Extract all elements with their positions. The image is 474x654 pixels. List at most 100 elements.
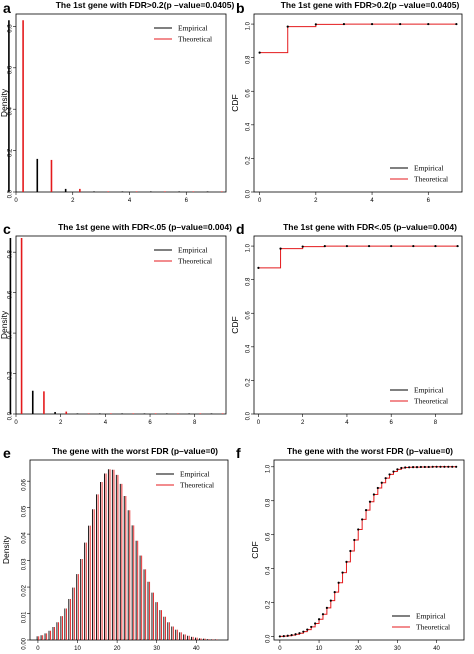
y-tick-label: 0.4	[8, 107, 14, 116]
y-tick-label: 0.06	[22, 479, 28, 491]
cdf-empirical-point	[423, 465, 426, 469]
y-tick-label: 0.6	[246, 89, 252, 98]
y-axis-label: CDF	[250, 541, 260, 558]
y-axis-label: Density	[1, 535, 11, 564]
cdf-empirical-point	[455, 22, 458, 26]
cdf-empirical-point	[317, 618, 321, 621]
y-tick-label: 0.0	[8, 411, 14, 420]
cdf-empirical-point	[439, 465, 442, 468]
y-tick-label: 0.2	[266, 600, 272, 609]
y-tick-label: 0.0	[246, 411, 252, 420]
cdf-theoretical-line	[258, 245, 458, 269]
cdf-empirical-point	[333, 591, 336, 594]
y-tick-label: 0.6	[266, 532, 272, 541]
x-tick-label: 10	[316, 646, 323, 652]
cdf-empirical-point	[427, 465, 430, 469]
cdf-empirical-point	[257, 266, 260, 270]
plot-frame	[253, 235, 463, 415]
y-tick-label: 1.0	[246, 243, 252, 252]
cdf-empirical-point	[325, 606, 328, 610]
x-tick-label: 0	[258, 198, 262, 204]
cdf-empirical-point	[380, 481, 383, 484]
x-tick-label: 6	[148, 420, 152, 426]
cdf-empirical-point	[427, 22, 430, 26]
cdf-theoretical-line	[259, 23, 457, 54]
cdf-empirical-point	[357, 528, 360, 531]
x-tick-label: 40	[433, 646, 440, 652]
cdf-empirical-point	[376, 486, 379, 490]
plot-frame	[15, 13, 227, 193]
y-tick-label: 0.0	[8, 189, 14, 198]
panel-e: e The gene with the worst FDR (p–value=0)…	[1, 445, 229, 652]
y-tick-label: 0.0	[246, 189, 252, 198]
cdf-empirical-point	[294, 633, 297, 636]
cdf-empirical-point	[435, 465, 438, 468]
cdf-empirical-point	[443, 465, 446, 468]
x-tick-label: 8	[434, 420, 438, 426]
legend-label: Theoretical	[178, 257, 212, 266]
cdf-empirical-point	[392, 470, 395, 473]
y-tick-label: 0.4	[266, 566, 272, 575]
y-axis-label: CDF	[230, 316, 240, 333]
x-tick-label: 8	[193, 420, 197, 426]
chart-title: The gene with the worst FDR (p–value=0)	[287, 446, 453, 456]
cdf-empirical-point	[404, 466, 407, 469]
x-tick-label: 6	[185, 198, 189, 204]
cdf-empirical-point	[353, 538, 356, 542]
cdf-empirical-point	[455, 465, 458, 468]
cdf-empirical-point	[286, 634, 289, 637]
x-tick-label: 2	[59, 420, 63, 426]
y-tick-label: 0.8	[8, 24, 14, 33]
legend-label: Empirical	[180, 470, 210, 479]
legend-label: Empirical	[416, 612, 446, 621]
y-tick-label: 0.8	[266, 498, 272, 507]
panel-f: f The gene with the worst FDR (p–value=0)…	[236, 445, 465, 652]
y-tick-label: 0.00	[22, 637, 28, 649]
cdf-empirical-point	[329, 599, 332, 602]
cdf-empirical-point	[345, 244, 349, 248]
chart-title: The 1st gene with FDR>0.2(p –value=0.040…	[281, 0, 460, 10]
cdf-empirical-point	[337, 581, 340, 584]
cdf-empirical-point	[372, 493, 375, 496]
x-tick-label: 2	[314, 198, 318, 204]
x-tick-label: 30	[153, 646, 160, 652]
y-tick-label: 0.0	[266, 634, 272, 643]
chart-title: The 1st gene with FDR<.05 (p–value=0.004…	[58, 222, 232, 232]
plot-frame	[273, 459, 465, 641]
legend-label: Empirical	[414, 164, 444, 173]
cdf-empirical-point	[370, 22, 374, 26]
y-tick-label: 0.8	[246, 55, 252, 64]
y-axis-label: CDF	[230, 94, 240, 111]
cdf-empirical-point	[367, 244, 371, 248]
panel-d: d The 1st gene with FDR<.05 (p–value=0.00…	[230, 221, 463, 426]
x-tick-label: 6	[390, 420, 394, 426]
y-tick-label: 0.05	[22, 505, 28, 517]
x-tick-label: 0	[36, 646, 40, 652]
cdf-empirical-point	[368, 500, 372, 503]
panel-letter: e	[3, 445, 11, 461]
y-tick-label: 0.2	[246, 378, 252, 387]
legend-label: Theoretical	[414, 175, 448, 184]
x-tick-label: 4	[370, 198, 374, 204]
x-tick-label: 2	[71, 198, 75, 204]
cdf-empirical-point	[388, 473, 391, 476]
legend-label: Empirical	[414, 386, 444, 395]
cdf-empirical-point	[306, 628, 309, 631]
cdf-empirical-point	[342, 22, 346, 26]
cdf-empirical-point	[321, 613, 325, 616]
cdf-empirical-point	[349, 549, 352, 553]
panel-letter: f	[236, 445, 241, 461]
chart-title: The gene with the worst FDR (p–value=0)	[52, 446, 218, 456]
cdf-empirical-point	[361, 518, 364, 521]
panel-c: c The 1st gene with FDR<.05 (p–value=0.00…	[0, 221, 232, 426]
cdf-empirical-point	[447, 465, 450, 468]
x-tick-label: 10	[74, 646, 81, 652]
cdf-empirical-point	[390, 244, 393, 248]
cdf-empirical-point	[431, 465, 434, 468]
cdf-empirical-point	[341, 571, 344, 574]
y-tick-label: 0.02	[22, 584, 28, 596]
plot-frame	[15, 235, 227, 415]
x-tick-label: 0	[257, 420, 261, 426]
panel-b: b The 1st gene with FDR>0.2(p –value=0.04…	[230, 0, 463, 204]
y-tick-label: 0.03	[22, 558, 28, 570]
